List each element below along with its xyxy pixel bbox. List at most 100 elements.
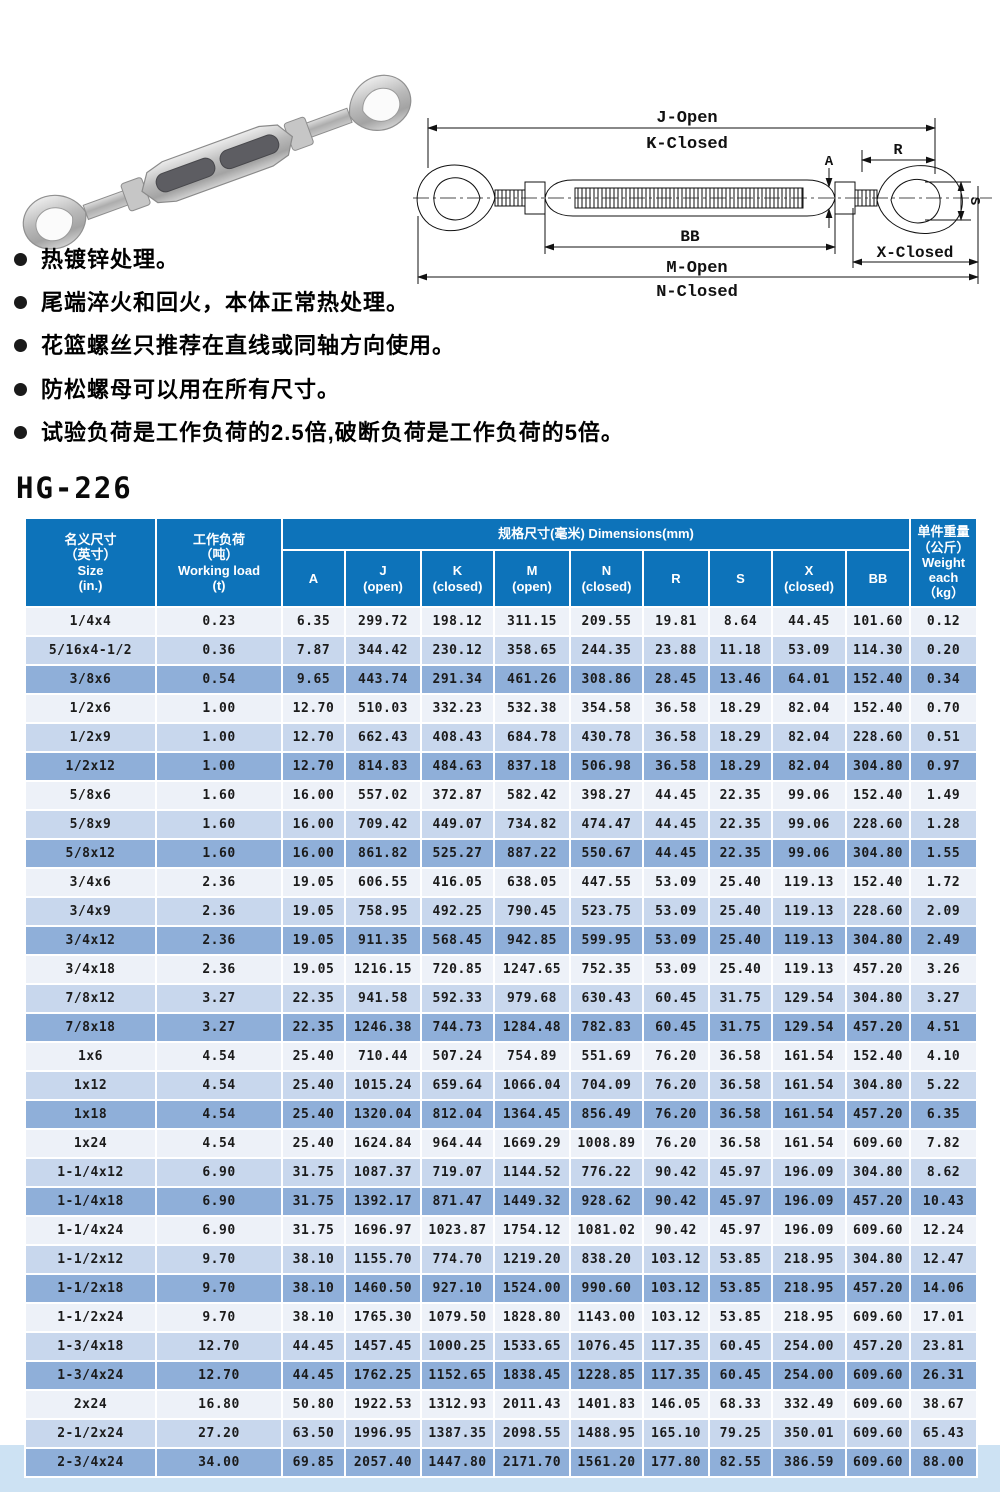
size-cell: 1-1/4x18 [24,1186,157,1217]
value-cell: 196.09 [771,1215,847,1246]
value-cell: 18.29 [708,722,773,753]
value-cell: 36.58 [708,1041,773,1072]
bullet-icon [14,339,27,353]
value-cell: 550.67 [569,838,644,869]
size-cell: 3/4x9 [24,896,157,927]
value-cell: 871.47 [420,1186,495,1217]
value-cell: 744.73 [420,1012,495,1043]
table-row: 1-1/2x12 9.70 38.10 1155.70 774.70 1219.20 838… [24,1244,979,1275]
value-cell: 812.04 [420,1099,495,1130]
size-cell: 1x6 [24,1041,157,1072]
value-cell: 1669.29 [493,1128,571,1159]
table-row: 7/8x18 3.27 22.35 1246.38 744.73 1284.48 782.8… [24,1012,979,1043]
value-cell: 27.20 [155,1418,283,1449]
value-cell: 609.60 [844,1418,912,1449]
value-cell: 2.49 [909,925,979,956]
note-item: 防松螺母可以用在所有尺寸。 [12,377,992,402]
header-col-bb: BB [844,549,912,608]
table-row: 1-3/4x24 12.70 44.45 1762.25 1152.65 1838.45 1… [24,1360,979,1391]
value-cell: 0.54 [155,664,283,695]
value-cell: 64.01 [771,664,847,695]
value-cell: 63.50 [281,1418,346,1449]
value-cell: 209.55 [569,606,644,637]
table-row: 1-1/4x18 6.90 31.75 1392.17 871.47 1449.32 928… [24,1186,979,1217]
value-cell: 99.06 [771,809,847,840]
value-cell: 25.40 [281,1128,346,1159]
value-cell: 449.07 [420,809,495,840]
value-cell: 218.95 [771,1244,847,1275]
bullet-icon [14,296,27,310]
table-row: 1x18 4.54 25.40 1320.04 812.04 1364.45 856.49 7… [24,1099,979,1130]
header-col-n: N (closed) [569,549,644,608]
value-cell: 53.09 [642,896,710,927]
value-cell: 44.45 [642,838,710,869]
value-cell: 2.36 [155,867,283,898]
value-cell: 782.83 [569,1012,644,1043]
size-cell: 1x24 [24,1128,157,1159]
value-cell: 1996.95 [344,1418,422,1449]
value-cell: 911.35 [344,925,422,956]
value-cell: 53.85 [708,1302,773,1333]
header-col-a: A [281,549,346,608]
value-cell: 599.95 [569,925,644,956]
value-cell: 1246.38 [344,1012,422,1043]
bullet-icon [14,253,27,266]
value-cell: 44.45 [642,780,710,811]
value-cell: 0.36 [155,635,283,666]
value-cell: 709.42 [344,809,422,840]
value-cell: 14.06 [909,1273,979,1304]
value-cell: 117.35 [642,1331,710,1362]
value-cell: 4.54 [155,1070,283,1101]
value-cell: 38.10 [281,1273,346,1304]
value-cell: 609.60 [844,1215,912,1246]
value-cell: 161.54 [771,1128,847,1159]
header-col-k: K (closed) [420,549,495,608]
value-cell: 5.22 [909,1070,979,1101]
value-cell: 12.24 [909,1215,979,1246]
value-cell: 31.75 [708,1012,773,1043]
label-r: R [893,142,902,159]
value-cell: 734.82 [493,809,571,840]
value-cell: 837.18 [493,751,571,782]
table-row: 5/16x4-1/2 0.36 7.87 344.42 230.12 358.65 244.… [24,635,979,666]
value-cell: 26.31 [909,1360,979,1391]
value-cell: 25.40 [708,896,773,927]
value-cell: 964.44 [420,1128,495,1159]
value-cell: 36.58 [708,1099,773,1130]
value-cell: 129.54 [771,983,847,1014]
value-cell: 659.64 [420,1070,495,1101]
table-row: 1/4x4 0.23 6.35 299.72 198.12 311.15 209.55 19.… [24,606,979,637]
value-cell: 525.27 [420,838,495,869]
value-cell: 12.70 [281,722,346,753]
value-cell: 161.54 [771,1041,847,1072]
value-cell: 16.00 [281,838,346,869]
value-cell: 36.58 [708,1070,773,1101]
value-cell: 7.87 [281,635,346,666]
header-col-m: M (open) [493,549,571,608]
value-cell: 1284.48 [493,1012,571,1043]
label-n-closed: N-Closed [656,283,738,302]
value-cell: 19.05 [281,925,346,956]
size-cell: 2x24 [24,1389,157,1420]
value-cell: 474.47 [569,809,644,840]
value-cell: 25.40 [708,954,773,985]
bullet-icon [14,382,27,396]
label-s: S [966,197,982,205]
value-cell: 1.60 [155,809,283,840]
value-cell: 1387.35 [420,1418,495,1449]
value-cell: 38.10 [281,1244,346,1275]
header-dimensions-group: 规格尺寸(毫米) Dimensions(mm) [280,517,912,551]
value-cell: 1228.85 [569,1360,644,1391]
note-item: 试验负荷是工作负荷的2.5倍,破断负荷是工作负荷的5倍。 [12,420,992,445]
label-k-closed: K-Closed [646,135,728,154]
value-cell: 22.35 [281,983,346,1014]
label-x-closed: X-Closed [877,244,954,262]
value-cell: 704.09 [569,1070,644,1101]
value-cell: 1838.45 [493,1360,571,1391]
size-cell: 1/2x6 [24,693,157,724]
value-cell: 457.20 [844,954,912,985]
value-cell: 53.09 [642,954,710,985]
value-cell: 90.42 [642,1215,710,1246]
value-cell: 228.60 [844,722,912,753]
value-cell: 12.70 [281,693,346,724]
